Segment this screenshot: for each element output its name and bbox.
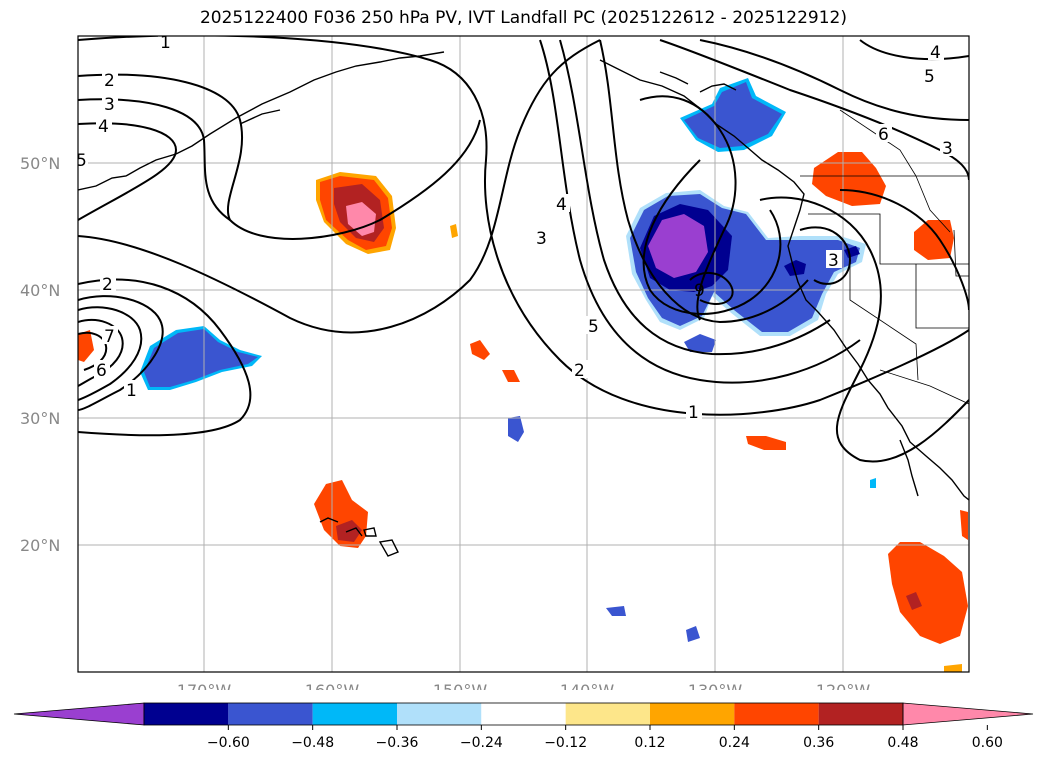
colorbar-tick-label: −0.48 [291, 735, 334, 751]
neg-region-west-mid [144, 329, 258, 387]
neg-region-small-5 [870, 478, 876, 488]
colorbar-tick-label: −0.24 [460, 735, 503, 751]
colorbar-tick-label: 0.60 [972, 735, 1003, 751]
pos-region-small-3 [746, 436, 786, 450]
lon-label: 170°W [177, 681, 232, 690]
colorbar-tick-label: −0.12 [544, 735, 587, 751]
colorbar-tick-label: 0.48 [887, 735, 918, 751]
contour-label: 9 [694, 281, 705, 301]
neg-region-small-4 [686, 626, 700, 642]
contour-label: 2 [104, 71, 115, 91]
lat-label: 30°N [20, 409, 60, 428]
neg-region-small-3 [606, 606, 626, 616]
lon-label: 140°W [560, 681, 615, 690]
colorbar-tick-label: 0.12 [634, 735, 665, 751]
map-frame [77, 35, 970, 673]
contour-label: 2 [102, 275, 113, 295]
colorbar-tick-label: −0.36 [376, 735, 419, 751]
pos-region-small-4 [450, 224, 458, 238]
neg-region-ne-blob [784, 260, 806, 276]
contour-label: 5 [924, 67, 935, 87]
neg-region-small-2 [508, 416, 524, 442]
neg-region-small-1 [684, 334, 716, 352]
neg-region-main-extreme [648, 214, 708, 278]
colorbar-segment [565, 703, 650, 725]
contour-label: 6 [96, 361, 107, 381]
colorbar-segment [650, 703, 735, 725]
colorbar-tick-label: 0.24 [719, 735, 750, 751]
shaded-regions [78, 78, 968, 672]
contour-labels: 1 2 3 4 5 6 7 1 2 3 4 5 3 4 [76, 33, 956, 423]
chart-title: 2025122400 F036 250 hPa PV, IVT Landfall… [199, 8, 847, 28]
contour-label: 7 [104, 327, 115, 347]
contour-label: 4 [930, 43, 941, 63]
colorbar-segment [312, 703, 397, 725]
colorbar-frame [143, 702, 904, 726]
contour-label: 3 [536, 229, 547, 249]
contour-label: 1 [160, 33, 171, 53]
pos-region-small-2 [502, 370, 520, 382]
colorbar-segments [13, 702, 1034, 726]
pos-region-idaho [914, 220, 954, 260]
contour-label: 1 [688, 403, 699, 423]
colorbar-segment [397, 703, 482, 725]
contour-label: 5 [588, 317, 599, 337]
lat-label: 40°N [20, 281, 60, 300]
colorbar-ticks: −0.60 −0.48 −0.36 −0.24 −0.12 0.12 0.24 0.36 0.4… [207, 725, 1003, 751]
contour-label: 4 [556, 195, 567, 215]
colorbar-arrow-right [902, 702, 1034, 726]
colorbar-segment [228, 703, 313, 725]
contour-label: 5 [76, 151, 87, 171]
map-panel: 1 2 3 4 5 6 7 1 2 3 4 5 3 4 [20, 33, 970, 690]
lon-labels: 170°W 160°W 150°W 140°W 130°W 120°W [177, 681, 871, 690]
colorbar-tick-label: −0.60 [207, 735, 250, 751]
lat-labels: 50°N 40°N 30°N 20°N [20, 154, 60, 555]
colorbar-segment [144, 703, 229, 725]
contour-label: 3 [828, 251, 839, 271]
contour-label: 3 [942, 139, 953, 159]
lon-label: 120°W [816, 681, 871, 690]
pos-region-small-5 [960, 510, 968, 540]
lon-label: 160°W [305, 681, 360, 690]
contour-label: 1 [126, 381, 137, 401]
colorbar-tick-label: 0.36 [803, 735, 834, 751]
pos-region-west-edge [78, 330, 94, 362]
contour-label: 2 [574, 361, 585, 381]
contour-label: 6 [878, 125, 889, 145]
lat-label: 20°N [20, 536, 60, 555]
pos-region-gulf-extreme [346, 202, 376, 236]
pos-region-small-6 [944, 664, 962, 672]
contours [78, 36, 969, 463]
colorbar-segment [818, 703, 903, 725]
colorbar-segment [481, 703, 566, 725]
colorbar-arrow-left [13, 702, 145, 726]
pos-region-mexico [888, 542, 968, 644]
pos-region-mexico-strong [906, 592, 922, 610]
lat-label: 50°N [20, 154, 60, 173]
colorbar-segment [734, 703, 819, 725]
pos-region-small-1 [470, 340, 490, 360]
lon-label: 130°W [688, 681, 743, 690]
contour-label: 4 [98, 117, 109, 137]
contour-label: 3 [104, 95, 115, 115]
lon-label: 150°W [433, 681, 488, 690]
neg-region-bc-mid [684, 82, 782, 148]
